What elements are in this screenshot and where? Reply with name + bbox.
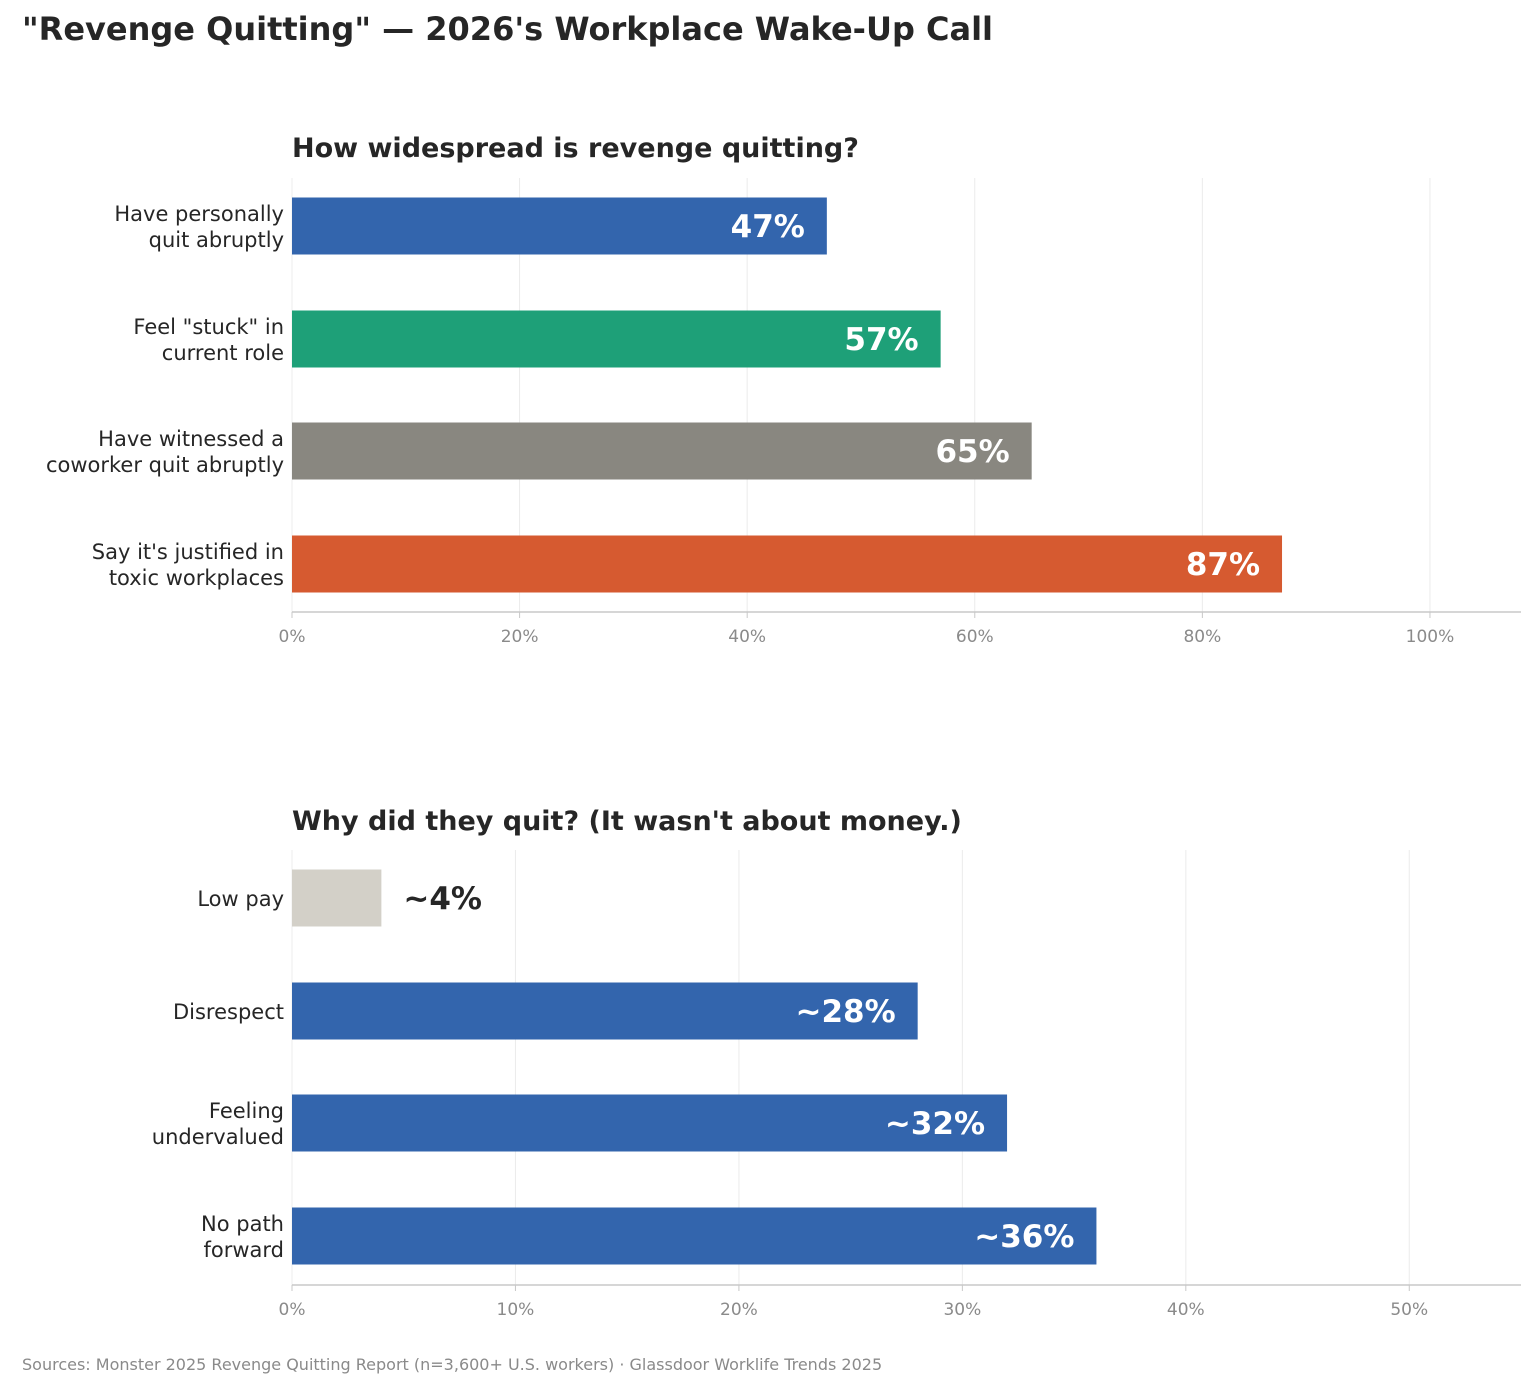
x-tick-label: 100% [1406,627,1455,647]
sources-footnote: Sources: Monster 2025 Revenge Quitting R… [22,1355,883,1374]
bar [292,1207,1097,1265]
bar [292,197,827,255]
data-label: 87% [1186,547,1260,583]
x-tick-label: 40% [728,627,766,647]
category-label: Have personally quit abruptly [114,202,284,252]
x-tick-label: 30% [943,1300,981,1320]
reasons-chart: Why did they quit? (It wasn't about mone… [152,806,1521,1320]
category-label: Disrespect [173,1000,284,1024]
x-tick-label: 80% [1183,627,1221,647]
x-tick-label: 40% [1167,1300,1205,1320]
x-tick-label: 0% [279,627,306,647]
panel-title: How widespread is revenge quitting? [292,133,859,164]
data-label: 65% [935,434,1009,470]
data-label: ~4% [403,881,482,917]
category-label: No path forward [201,1212,284,1262]
category-label: Have witnessed a coworker quit abruptly [46,427,284,477]
x-tick-label: 20% [501,627,539,647]
panel-title: Why did they quit? (It wasn't about mone… [292,806,962,837]
bar [292,310,941,368]
bar [292,982,918,1040]
bar [292,869,382,927]
prevalence-chart: How widespread is revenge quitting? 0% 20%… [46,133,1521,647]
bar [292,422,1032,480]
category-label: Low pay [197,887,284,911]
data-label: 47% [731,209,805,245]
category-label: Feeling undervalued [152,1099,284,1149]
data-label: ~32% [885,1106,985,1142]
x-tick-label: 20% [720,1300,758,1320]
bar [292,1094,1008,1152]
category-label: Feel "stuck" in current role [133,315,284,365]
x-tick-label: 0% [279,1300,306,1320]
category-label: Say it's justified in toxic workplaces [92,540,284,590]
data-label: 57% [844,322,918,358]
page-title: "Revenge Quitting" — 2026's Workplace Wa… [22,10,993,48]
x-tick-label: 60% [956,627,994,647]
x-tick-label: 50% [1390,1300,1428,1320]
data-label: ~36% [974,1219,1074,1255]
bar [292,535,1283,593]
x-tick-label: 10% [497,1300,535,1320]
data-label: ~28% [795,994,895,1030]
